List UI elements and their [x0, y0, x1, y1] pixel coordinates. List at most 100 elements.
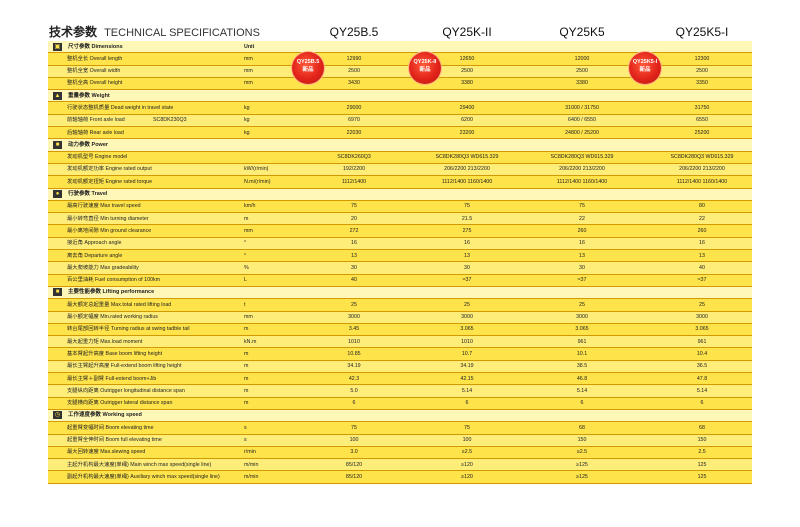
- param-unit: mm: [244, 80, 253, 87]
- value-cell: 6: [465, 400, 469, 407]
- param-label: 行驶状态整机质量 Dead weight in travel state: [67, 104, 174, 111]
- value-cell: 272: [349, 227, 359, 234]
- value-cell: 25: [699, 301, 705, 308]
- table-row: 接近角 Approach angle ° 16 16 16 16: [48, 237, 752, 251]
- value-cell: 13: [351, 252, 357, 259]
- value-cell: 68: [699, 424, 705, 431]
- value-cell: 75: [464, 203, 470, 210]
- value-cell: 3380: [461, 80, 473, 87]
- value-cell: 12000: [574, 55, 590, 62]
- param-unit: mm: [244, 68, 253, 75]
- param-unit: km/h: [244, 203, 256, 210]
- param-unit: m: [244, 387, 249, 394]
- value-cell: 1112/1400 1160/1400: [556, 178, 608, 185]
- value-cell: 75: [579, 203, 585, 210]
- new-badge-1: QY25B.5 新品: [292, 52, 324, 84]
- table-row: 基本臂起升高度 Base boom lifting height m 10.85 10…: [48, 348, 752, 361]
- table-row: 转台尾部回转半径 Turning radius at swing tadble …: [48, 323, 752, 337]
- param-label: 支腿纵向距离 Outrigger longitudinal distance s…: [67, 387, 185, 394]
- value-cell: 23200: [459, 129, 475, 136]
- section-icon: ■: [53, 288, 62, 297]
- value-cell: 192/2200: [342, 166, 366, 173]
- section-header: ▲ 重量参数 Weight: [48, 90, 752, 103]
- value-cell: 85/120: [345, 473, 363, 480]
- value-cell: 75: [464, 424, 470, 431]
- value-cell: ≥2.5: [461, 449, 473, 456]
- section-label: 重量参数 Weight: [68, 92, 110, 99]
- param-unit: °: [244, 240, 247, 247]
- value-cell: 6200: [461, 117, 473, 124]
- value-cell: 150: [577, 437, 587, 443]
- table-row: 最长主臂起升高度 Full-extend boom lifting height…: [48, 360, 752, 374]
- param-unit: °: [244, 252, 247, 259]
- value-cell: 260: [697, 227, 707, 234]
- table-row: 支腿横向距离 Outrigger lateral distance span m 6…: [48, 397, 752, 410]
- title-cn: 技术参数: [49, 25, 98, 39]
- value-cell: 3.065: [460, 326, 474, 333]
- value-cell: 29400: [459, 104, 475, 111]
- section-header: ■ 主要性能参数 Lifting performance: [48, 286, 752, 300]
- table-row: 整机全高 Overall height mm 3430 3380 3380 3350: [48, 77, 752, 91]
- param-label: 最高行驶速度 Max travel speed: [67, 203, 141, 210]
- param-unit: N.m/(r/min): [244, 178, 271, 185]
- value-cell: 38.5: [576, 363, 588, 370]
- value-cell: 2.5: [698, 449, 706, 456]
- value-cell: 275: [462, 227, 472, 234]
- value-cell: SC8DK280Q3 WD615.329: [550, 154, 614, 161]
- table-row: 起重臂全伸时间 Boom full elevating time s 100 100 1…: [48, 434, 752, 447]
- value-cell: SC8DK280Q3 WD615.329: [670, 154, 734, 161]
- value-cell: ≈37: [577, 277, 587, 284]
- value-cell: 75: [351, 203, 357, 210]
- table-row: 百公里油耗 Fuel consumption of 100km L 40 ≈37 ≈37…: [48, 274, 752, 287]
- value-cell: 3000: [348, 314, 360, 321]
- value-cell: 206/2200 213/2200: [559, 166, 605, 173]
- value-cell: 3430: [348, 80, 360, 87]
- param-label: 最长主臂＋副臂 Full-extend boom+Jib: [67, 375, 157, 382]
- table-row: 后轴轴荷 Rear axle load kg 22030 23200 24800 / 2…: [48, 127, 752, 140]
- value-cell: 31750: [694, 104, 710, 111]
- value-cell: 1112/1400 1160/1400: [441, 178, 493, 185]
- table-row: 支腿纵向距离 Outrigger longitudinal distance s…: [48, 385, 752, 398]
- param-label: 整机全长 Overall length: [67, 55, 123, 62]
- value-cell: 5.14: [461, 387, 473, 394]
- value-cell: 3.065: [695, 326, 709, 333]
- param-label: 百公里油耗 Fuel consumption of 100km: [67, 277, 161, 284]
- value-cell: 22: [699, 215, 705, 222]
- table-row: 最小离地间隙 Min ground clearance mm 272 275 260 26…: [48, 225, 752, 238]
- table-row: 最大额定总起重量 Max.total rated lifting load t 25…: [48, 299, 752, 312]
- section-label: 动力参数 Power: [68, 141, 109, 148]
- param-unit: mm: [244, 55, 253, 62]
- value-cell: 6550: [696, 117, 708, 124]
- spec-table: ▣ 尺寸参数 Dimensions Unit 整机全长 Overall length m…: [48, 41, 752, 484]
- table-row: 最大起重力矩 Max.load moment kN.m 1010 1010 961 961: [48, 336, 752, 349]
- value-cell: 13: [464, 252, 470, 259]
- table-row: 离去角 Departure angle ° 13 13 13 13: [48, 250, 752, 263]
- value-cell: 25: [579, 301, 585, 308]
- value-cell: 12650: [459, 55, 475, 62]
- param-label: 整机全宽 Overall width: [67, 68, 121, 75]
- value-cell: 2500: [696, 68, 708, 75]
- value-cell: ≈37: [462, 277, 472, 284]
- param-unit: %: [244, 264, 249, 271]
- value-cell: 1112/1400: [341, 178, 367, 185]
- page-title: 技术参数 TECHNICAL SPECIFICATIONS: [49, 23, 260, 40]
- param-unit: kW/(r/min): [244, 166, 269, 173]
- value-cell: 80: [699, 203, 705, 210]
- section-label: 主要性能参数 Lifting performance: [68, 289, 155, 296]
- value-cell: 40: [351, 277, 357, 284]
- value-cell: 42.15: [460, 375, 474, 382]
- param-label: 发动机额定功率 Engine rated output: [67, 166, 152, 173]
- section-icon: ▣: [53, 42, 62, 51]
- param-unit: L: [244, 277, 247, 284]
- value-cell: 10.85: [347, 350, 361, 357]
- param-label: 最小额定幅度 Min.rated working radius: [67, 314, 158, 321]
- param-unit: s: [244, 424, 247, 431]
- param-unit: kg: [244, 117, 250, 124]
- model-header-4: QY25K5-I: [675, 25, 729, 39]
- param-label: 发动机型号 Engine model: [67, 154, 128, 161]
- value-cell: 3.0: [350, 449, 358, 456]
- value-cell: 206/2200 213/2200: [444, 166, 490, 173]
- table-row: 起重臂变幅时间 Boom elevating time s 75 75 68 68: [48, 422, 752, 435]
- param-unit: m: [244, 215, 249, 222]
- value-cell: ≥125: [576, 473, 588, 480]
